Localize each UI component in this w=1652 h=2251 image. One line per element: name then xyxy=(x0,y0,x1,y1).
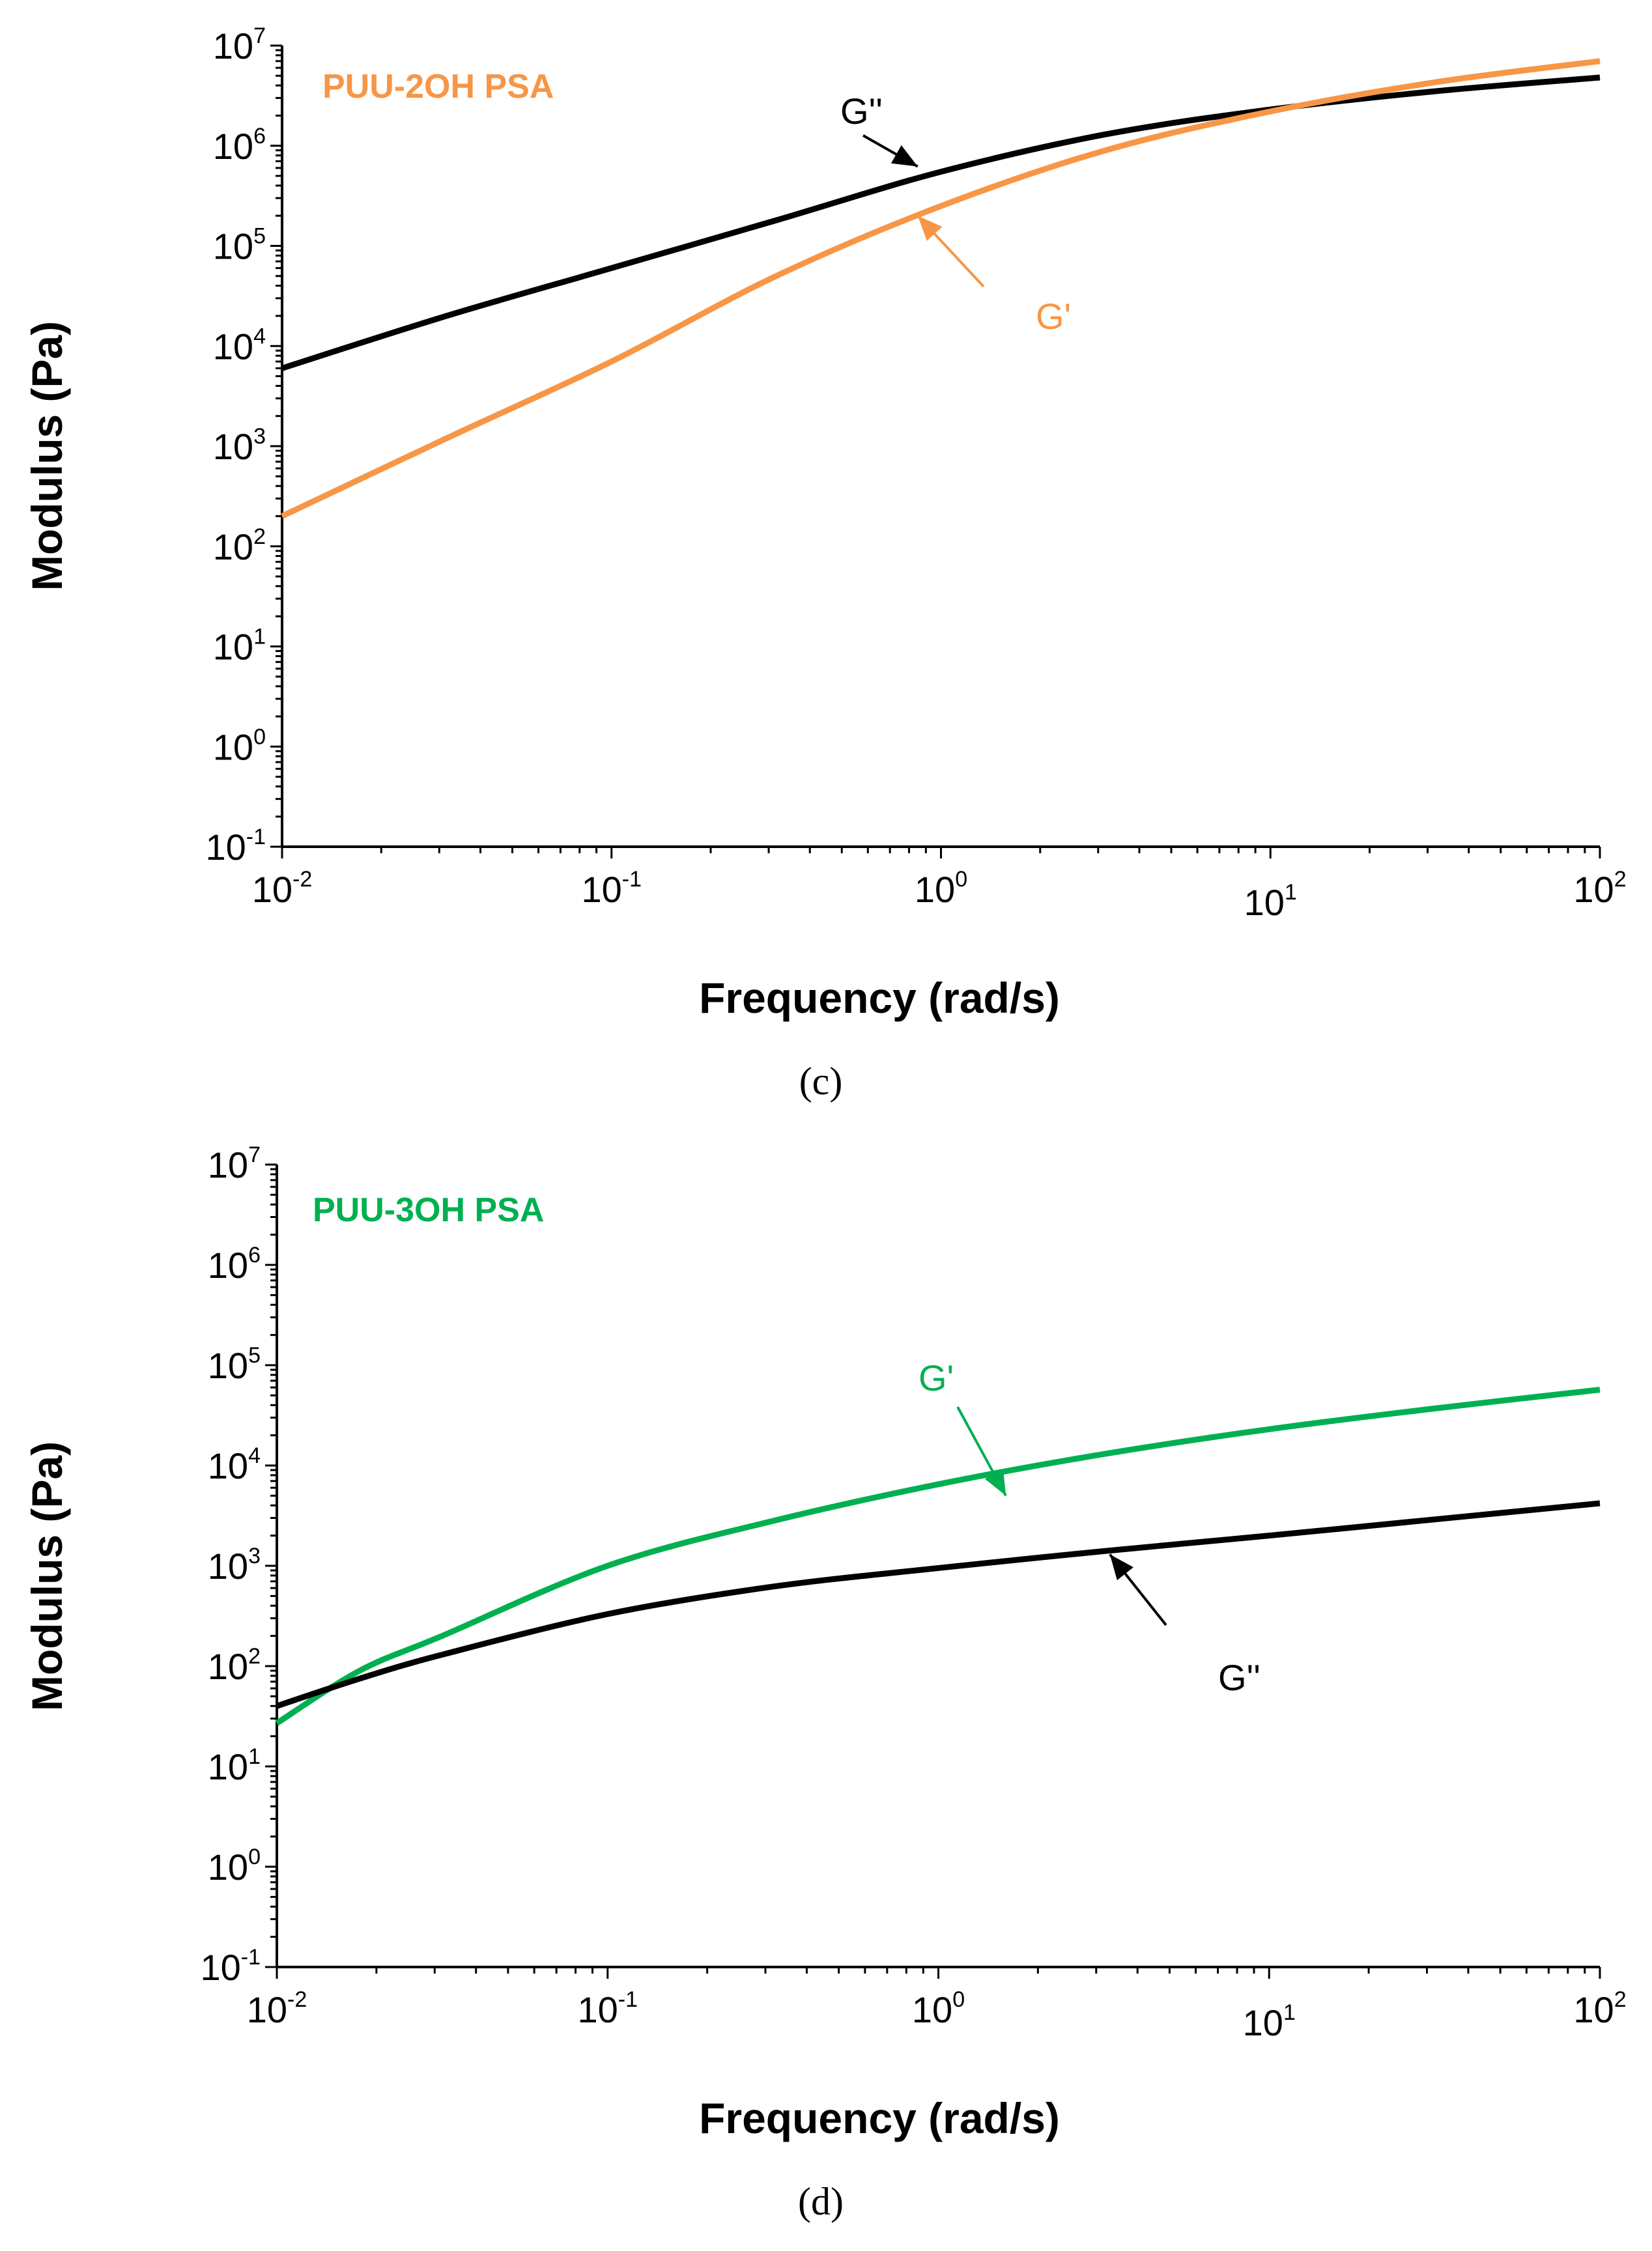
x-tick-label: 101 xyxy=(1243,2000,1296,2043)
loss-modulus-line xyxy=(276,1500,1601,1709)
x-axis-title: Frequency (rad/s) xyxy=(699,974,1060,1022)
x-tick-label: 100 xyxy=(915,867,967,910)
y-tick-label: 105 xyxy=(208,1343,261,1386)
panel-caption: (d) xyxy=(798,2180,844,2223)
x-tick-label: 10-2 xyxy=(252,867,313,910)
storage-modulus-line xyxy=(275,1387,1601,1726)
y-tick-label: 10-1 xyxy=(205,825,266,868)
series-annotation-label: G' xyxy=(919,1357,954,1398)
y-tick-label: 103 xyxy=(213,424,266,467)
panel-caption: (c) xyxy=(799,1060,843,1103)
y-tick-label: 101 xyxy=(208,1744,261,1787)
y-tick-label: 102 xyxy=(213,524,266,567)
y-axis-title: Modulus (Pa) xyxy=(23,1441,71,1711)
y-tick-label: 104 xyxy=(213,324,266,367)
series-annotation-label: G' xyxy=(1036,296,1071,337)
y-tick-label: 107 xyxy=(208,1142,261,1185)
y-tick-label: 102 xyxy=(208,1644,261,1687)
y-tick-label: 100 xyxy=(213,724,266,767)
y-axis-title: Modulus (Pa) xyxy=(23,321,71,591)
loss-modulus-line xyxy=(281,74,1601,371)
x-tick-label: 10-2 xyxy=(247,1987,307,2030)
chart-title: PUU-3OH PSA xyxy=(313,1191,544,1229)
y-tick-label: 101 xyxy=(213,625,266,668)
y-tick-label: 105 xyxy=(213,224,266,267)
arrowhead-icon xyxy=(890,145,918,167)
x-tick-label: 10-1 xyxy=(577,1987,638,2030)
chart-panel-c: Modulus (Pa) Frequency (rad/s) PUU-2OH P… xyxy=(23,23,1627,1103)
x-tick-label: 102 xyxy=(1573,867,1626,910)
series-annotation-label: G'' xyxy=(1218,1657,1260,1698)
series-annotation-label: G'' xyxy=(840,91,883,132)
y-tick-label: 106 xyxy=(208,1243,261,1286)
x-tick-label: 100 xyxy=(912,1987,965,2030)
x-axis-title: Frequency (rad/s) xyxy=(699,2094,1060,2142)
arrowhead-icon xyxy=(917,216,943,241)
chart-title: PUU-2OH PSA xyxy=(322,68,554,106)
y-tick-label: 100 xyxy=(208,1845,261,1888)
x-tick-label: 101 xyxy=(1244,880,1297,923)
y-tick-label: 104 xyxy=(208,1443,261,1486)
chart-panel-d: Modulus (Pa) Frequency (rad/s) PUU-3OH P… xyxy=(23,1142,1627,2223)
storage-modulus-line xyxy=(281,58,1601,519)
y-tick-label: 107 xyxy=(213,23,266,66)
arrowhead-icon xyxy=(1109,1554,1133,1581)
x-tick-label: 10-1 xyxy=(581,867,642,910)
y-tick-label: 106 xyxy=(213,124,266,167)
y-tick-label: 103 xyxy=(208,1544,261,1587)
arrowhead-icon xyxy=(984,1469,1006,1496)
x-tick-label: 102 xyxy=(1573,1987,1626,2030)
y-tick-label: 10-1 xyxy=(200,1945,261,1988)
